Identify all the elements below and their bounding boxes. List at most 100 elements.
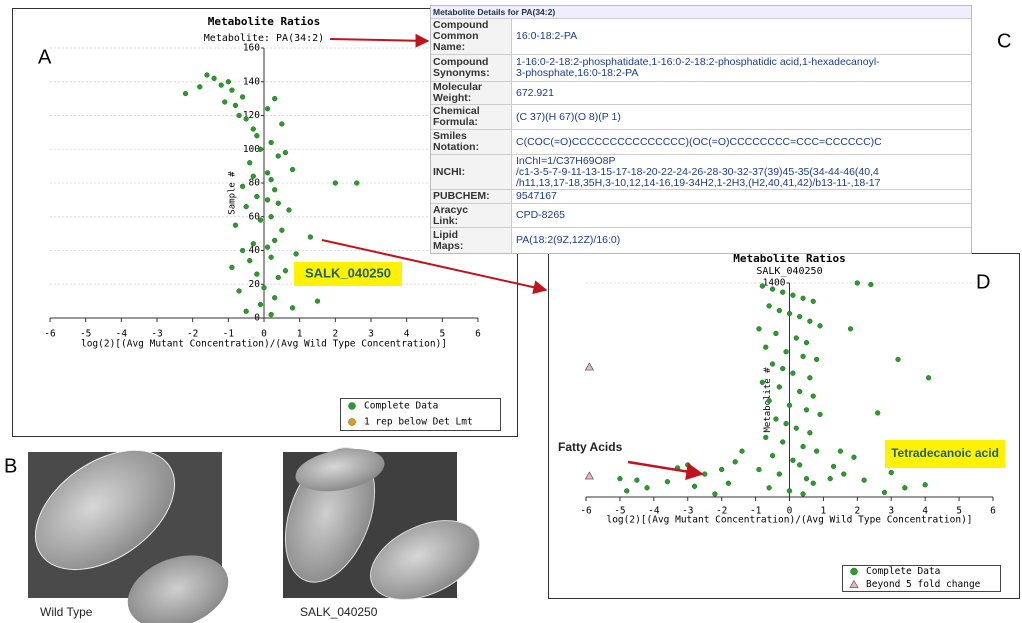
data-point xyxy=(233,223,238,228)
value-line: PA(18:2(9Z,12Z)/16:0) xyxy=(516,235,967,246)
label-line: Weight: xyxy=(433,93,509,104)
y-tick-label: 80 xyxy=(249,178,261,189)
row-value: (C 37)(H 67)(O 8)(P 1) xyxy=(512,105,971,129)
value-line: CPD-8265 xyxy=(516,210,967,221)
table-row: MolecularWeight:672.921 xyxy=(431,81,971,104)
y-axis-label: Sample # xyxy=(228,171,238,215)
data-point xyxy=(790,293,795,298)
data-point xyxy=(889,470,894,475)
data-point xyxy=(902,485,907,490)
data-point xyxy=(923,482,928,487)
row-label: CompoundCommonName: xyxy=(431,19,512,54)
data-point xyxy=(733,459,738,464)
data-point xyxy=(254,133,259,138)
data-point xyxy=(774,331,779,336)
data-point xyxy=(807,430,812,435)
data-point xyxy=(770,362,775,367)
data-point xyxy=(780,440,785,445)
table-row: LipidMaps:PA(18:2(9Z,12Z)/16:0) xyxy=(431,227,971,253)
data-point xyxy=(618,476,623,481)
legend-label: Complete Data xyxy=(866,566,940,577)
data-point xyxy=(212,76,217,81)
data-point xyxy=(183,91,188,96)
table-row: AracycLink:CPD-8265 xyxy=(431,203,971,227)
value-line: /c1-3-5-7-9-11-13-15-17-18-20-22-24-26-2… xyxy=(516,167,967,178)
data-point xyxy=(848,326,853,331)
metabolite-table: Metabolite Details for PA(34:2)CompoundC… xyxy=(430,5,972,254)
data-point xyxy=(811,299,816,304)
label-line: PUBCHEM: xyxy=(433,191,509,202)
data-point xyxy=(258,302,263,307)
data-point xyxy=(265,245,270,250)
y-tick-label: 160 xyxy=(243,43,260,54)
value-line: InChI=1/C37H69O8P xyxy=(516,156,967,167)
data-point xyxy=(624,488,629,493)
data-point xyxy=(247,258,252,263)
data-point xyxy=(790,458,795,463)
x-tick-label: -6 xyxy=(580,506,592,517)
row-label: CompoundSynonyms: xyxy=(431,55,512,81)
data-point xyxy=(831,464,836,469)
data-point xyxy=(692,484,697,489)
row-label: MolecularWeight: xyxy=(431,82,512,104)
data-point xyxy=(230,88,235,93)
data-point xyxy=(719,467,724,472)
legend-marker xyxy=(851,568,858,575)
data-point xyxy=(926,375,931,380)
data-point xyxy=(794,426,799,431)
table-title: Metabolite Details for PA(34:2) xyxy=(431,6,971,18)
data-point xyxy=(790,371,795,376)
data-point xyxy=(862,478,867,483)
data-point xyxy=(269,177,274,182)
data-point xyxy=(801,354,806,359)
data-point xyxy=(251,127,256,132)
table-row: PUBCHEM:9547167 xyxy=(431,189,971,203)
data-point xyxy=(685,463,690,468)
photo-wild-type xyxy=(14,426,239,623)
data-point xyxy=(315,299,320,304)
table-row: CompoundCommonName:16:0-18:2-PA xyxy=(431,18,971,54)
figure: {"panel_labels": ["A", "B", "C", "D"], "… xyxy=(0,0,1022,623)
row-value: 9547167 xyxy=(512,190,971,203)
legend-label: Complete Data xyxy=(364,401,438,412)
data-point xyxy=(875,411,880,416)
row-value: PA(18:2(9Z,12Z)/16:0) xyxy=(512,228,971,253)
data-point xyxy=(763,345,768,350)
data-point xyxy=(222,100,227,105)
panel-label: B xyxy=(4,455,17,477)
data-point xyxy=(804,407,809,412)
data-point xyxy=(807,319,812,324)
row-value: C(COC(=O)CCCCCCCCCCCCCCC)(OC(=O)CCCCCCCC… xyxy=(512,130,971,154)
data-point xyxy=(841,472,846,477)
data-point xyxy=(269,140,274,145)
x-tick-label: 6 xyxy=(990,506,996,517)
data-point xyxy=(787,403,792,408)
data-point xyxy=(784,421,789,426)
data-point xyxy=(777,308,782,313)
y-tick-label: 40 xyxy=(249,245,261,256)
data-point xyxy=(645,485,650,490)
data-point xyxy=(272,295,277,300)
legend-marker xyxy=(349,419,356,426)
value-line: 3-phosphate,16:0-18:2-PA xyxy=(516,68,967,79)
annotation: SALK_040250 xyxy=(305,265,391,280)
data-point xyxy=(244,309,249,314)
data-point xyxy=(265,106,270,111)
data-point xyxy=(269,312,274,317)
data-point xyxy=(767,304,772,309)
data-point xyxy=(882,490,887,495)
data-point xyxy=(869,282,874,287)
data-point xyxy=(226,79,231,84)
chart-subtitle: Metabolite: PA(34:2) xyxy=(204,33,324,44)
data-point xyxy=(290,167,295,172)
data-point xyxy=(757,467,762,472)
data-point xyxy=(814,449,819,454)
data-point xyxy=(852,455,857,460)
data-point xyxy=(818,412,823,417)
label-line: Link: xyxy=(433,216,509,227)
row-value: CPD-8265 xyxy=(512,204,971,227)
data-point xyxy=(828,476,833,481)
data-point xyxy=(294,251,299,256)
data-point xyxy=(797,389,802,394)
